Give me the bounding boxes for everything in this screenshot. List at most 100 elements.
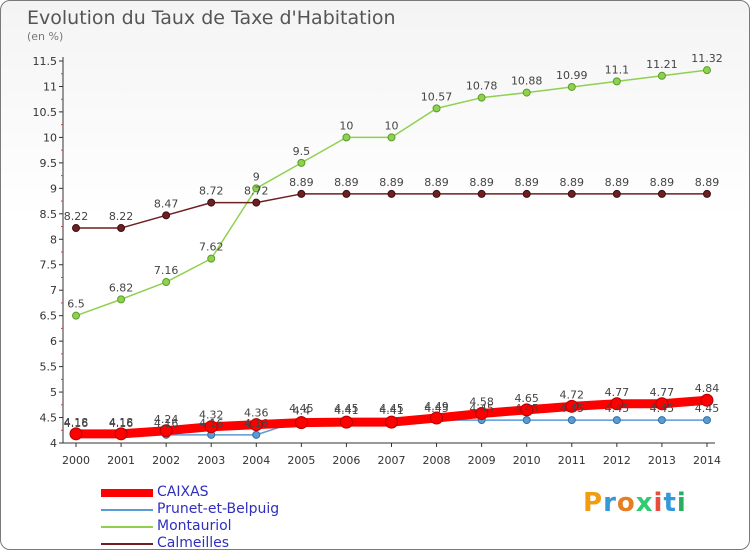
x-tick-label: 2008 bbox=[423, 454, 451, 467]
data-label-calmeilles: 8.89 bbox=[650, 176, 675, 189]
data-label-prunet-et-belpuig: 4.16 bbox=[199, 417, 224, 430]
data-label-montauriol: 10.88 bbox=[511, 75, 543, 88]
data-label-prunet-et-belpuig: 4.45 bbox=[334, 402, 359, 415]
chart-title: Evolution du Taux de Taxe d'Habitation bbox=[27, 7, 396, 29]
y-tick-label: 11.5 bbox=[33, 55, 58, 68]
data-label-calmeilles: 8.89 bbox=[424, 176, 449, 189]
y-tick-label: 9.5 bbox=[40, 157, 58, 170]
data-label-montauriol: 11.21 bbox=[646, 58, 678, 71]
data-point-montauriol bbox=[522, 88, 531, 97]
y-tick-label: 5 bbox=[50, 386, 57, 399]
data-label-calmeilles: 8.22 bbox=[64, 210, 89, 223]
data-label-caixas: 4.77 bbox=[605, 386, 630, 399]
y-tick-label: 7.5 bbox=[40, 259, 58, 272]
x-tick-label: 2004 bbox=[242, 454, 270, 467]
x-tick-label: 2009 bbox=[468, 454, 496, 467]
logo-letter: x bbox=[635, 488, 654, 518]
data-point-prunet-et-belpuig bbox=[657, 416, 666, 425]
y-tick-label: 8 bbox=[50, 233, 57, 246]
y-tick-label: 8.5 bbox=[40, 208, 58, 221]
data-label-caixas: 4.84 bbox=[695, 382, 720, 395]
x-tick-label: 2005 bbox=[287, 454, 315, 467]
data-label-caixas: 4.72 bbox=[560, 388, 585, 401]
data-label-montauriol: 11.32 bbox=[691, 52, 723, 65]
data-label-calmeilles: 8.72 bbox=[244, 185, 269, 198]
data-point-caixas bbox=[700, 393, 714, 407]
legend-label: CAIXAS bbox=[157, 484, 209, 500]
logo-letter: i bbox=[653, 488, 664, 518]
data-point-caixas bbox=[249, 418, 263, 432]
data-label-calmeilles: 8.47 bbox=[154, 197, 179, 210]
data-label-montauriol: 7.62 bbox=[199, 241, 224, 254]
data-point-montauriol bbox=[387, 133, 396, 142]
data-point-calmeilles bbox=[252, 198, 261, 207]
data-label-caixas: 4.65 bbox=[514, 392, 539, 405]
data-point-calmeilles bbox=[387, 189, 396, 198]
data-label-caixas: 4.41 bbox=[379, 404, 404, 417]
x-tick-label: 2012 bbox=[603, 454, 631, 467]
data-label-caixas: 4.18 bbox=[64, 416, 89, 429]
data-label-montauriol: 11.1 bbox=[605, 63, 630, 76]
logo-letter: o bbox=[616, 488, 636, 518]
y-tick-label: 6.5 bbox=[40, 310, 58, 323]
x-tick-label: 2010 bbox=[513, 454, 541, 467]
data-point-calmeilles bbox=[522, 189, 531, 198]
data-label-caixas: 4.24 bbox=[154, 413, 179, 426]
data-point-caixas bbox=[159, 424, 173, 438]
data-point-prunet-et-belpuig bbox=[252, 430, 261, 439]
data-point-calmeilles bbox=[567, 189, 576, 198]
data-point-montauriol bbox=[252, 184, 261, 193]
data-label-montauriol: 10.57 bbox=[421, 90, 453, 103]
data-label-prunet-et-belpuig: 4.45 bbox=[650, 402, 675, 415]
data-label-prunet-et-belpuig: 4.45 bbox=[379, 402, 404, 415]
data-label-calmeilles: 8.89 bbox=[605, 176, 630, 189]
data-label-calmeilles: 8.72 bbox=[199, 185, 224, 198]
x-tick-label: 2003 bbox=[197, 454, 225, 467]
x-tick-label: 2000 bbox=[62, 454, 90, 467]
data-point-prunet-et-belpuig bbox=[702, 416, 711, 425]
data-label-calmeilles: 8.89 bbox=[514, 176, 539, 189]
data-point-caixas bbox=[475, 406, 489, 420]
data-point-caixas bbox=[565, 399, 579, 413]
data-label-prunet-et-belpuig: 4.45 bbox=[695, 402, 720, 415]
data-point-caixas bbox=[610, 397, 624, 411]
x-tick-label: 2014 bbox=[693, 454, 721, 467]
data-label-caixas: 4.4 bbox=[293, 405, 311, 418]
y-tick-label: 6 bbox=[50, 335, 57, 348]
data-point-calmeilles bbox=[207, 198, 216, 207]
data-point-montauriol bbox=[207, 254, 216, 263]
data-point-caixas bbox=[204, 420, 218, 434]
data-label-caixas: 4.41 bbox=[334, 404, 359, 417]
data-point-montauriol bbox=[342, 133, 351, 142]
data-label-montauriol: 10 bbox=[339, 119, 353, 132]
x-tick-label: 2006 bbox=[332, 454, 360, 467]
data-point-calmeilles bbox=[117, 224, 126, 233]
data-label-prunet-et-belpuig: 4.45 bbox=[469, 402, 494, 415]
data-point-calmeilles bbox=[162, 211, 171, 220]
data-point-calmeilles bbox=[612, 189, 621, 198]
data-label-prunet-et-belpuig: 4.45 bbox=[424, 402, 449, 415]
data-point-calmeilles bbox=[477, 189, 486, 198]
data-point-caixas bbox=[430, 411, 444, 425]
data-label-montauriol: 10.99 bbox=[556, 69, 588, 82]
x-tick-label: 2013 bbox=[648, 454, 676, 467]
y-tick-label: 4.5 bbox=[40, 412, 58, 425]
chart-subtitle: (en %) bbox=[27, 30, 64, 43]
data-label-prunet-et-belpuig: 4.16 bbox=[154, 417, 179, 430]
data-label-montauriol: 9 bbox=[253, 170, 260, 183]
data-point-calmeilles bbox=[432, 189, 441, 198]
proxiti-logo: Proxiti bbox=[583, 488, 687, 518]
x-tick-label: 2007 bbox=[377, 454, 405, 467]
data-label-caixas: 4.18 bbox=[109, 416, 134, 429]
data-label-montauriol: 7.16 bbox=[154, 264, 179, 277]
data-point-calmeilles bbox=[657, 189, 666, 198]
data-point-caixas bbox=[655, 397, 669, 411]
data-label-prunet-et-belpuig: 4.16 bbox=[244, 417, 269, 430]
data-point-montauriol bbox=[297, 158, 306, 167]
legend-label: Montauriol bbox=[157, 518, 232, 534]
data-label-prunet-et-belpuig: 4.16 bbox=[64, 417, 89, 430]
y-tick-label: 7 bbox=[50, 284, 57, 297]
data-label-caixas: 4.58 bbox=[469, 395, 494, 408]
